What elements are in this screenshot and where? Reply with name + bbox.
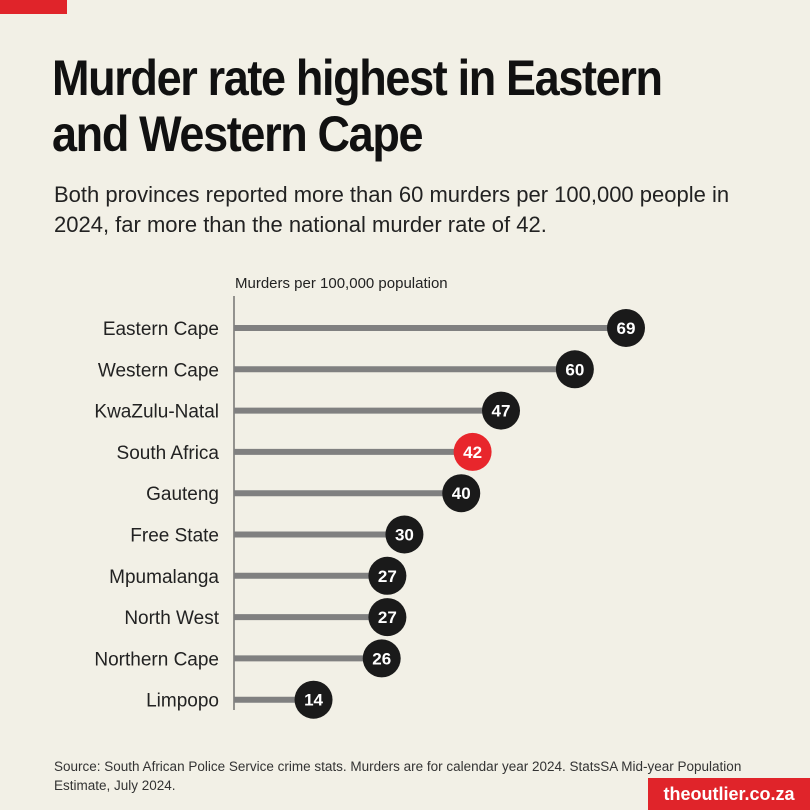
axis-label: Murders per 100,000 population (235, 275, 448, 292)
value-bubble (294, 680, 333, 719)
value-label: 69 (617, 319, 636, 338)
category-label: Northern Cape (94, 649, 219, 670)
source-note: Source: South African Police Service cri… (54, 759, 742, 793)
category-label: Western Cape (98, 360, 219, 381)
category-label: South Africa (117, 443, 220, 464)
value-label: 14 (304, 691, 323, 710)
chart-title: Murder rate highest in Eastern and Weste… (52, 50, 663, 162)
chart-subtitle: Both provinces reported more than 60 mur… (54, 182, 730, 237)
value-label: 27 (378, 567, 397, 586)
lollipop-chart: Murders per 100,000 population Eastern C… (94, 275, 645, 719)
value-label: 40 (452, 484, 471, 503)
value-bubble (482, 391, 521, 430)
category-label: KwaZulu-Natal (94, 402, 219, 423)
value-bubble (555, 350, 594, 389)
value-label: 60 (565, 360, 584, 379)
value-bubble (442, 474, 481, 513)
accent-bar (0, 0, 67, 14)
value-bubble (368, 556, 407, 595)
value-bubble (362, 639, 401, 678)
value-label: 27 (378, 608, 397, 627)
brand-badge: theoutlier.co.za (648, 778, 810, 810)
value-bubble (453, 432, 492, 471)
category-label: Limpopo (146, 691, 219, 712)
value-label: 26 (372, 649, 391, 668)
category-label: North West (124, 608, 219, 629)
category-label: Free State (130, 526, 219, 547)
value-label: 30 (395, 526, 414, 545)
value-bubble (385, 515, 424, 554)
category-label: Mpumalanga (109, 567, 219, 588)
category-label: Eastern Cape (103, 319, 219, 340)
value-bubble (368, 598, 407, 637)
value-label: 47 (492, 402, 511, 421)
value-label: 42 (463, 443, 482, 462)
category-label: Gauteng (146, 484, 219, 505)
value-bubble (607, 309, 645, 347)
